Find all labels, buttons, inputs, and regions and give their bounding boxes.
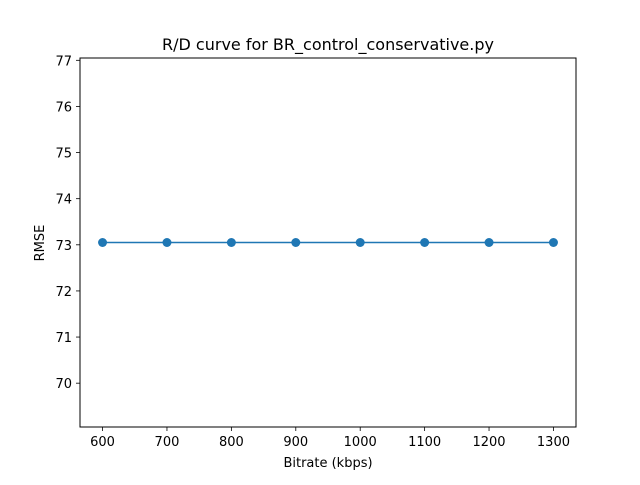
x-tick-label-7: 1300 [537, 435, 570, 450]
data-point-0-6 [484, 238, 494, 247]
x-axis-label: Bitrate (kbps) [283, 456, 372, 471]
x-tick-label-6: 1200 [472, 435, 505, 450]
x-tick-label-2: 800 [219, 435, 244, 450]
data-point-0-1 [162, 238, 172, 247]
y-tick-label-5: 75 [55, 147, 72, 162]
y-tick-label-2: 72 [55, 285, 72, 300]
axes-frame [79, 57, 577, 428]
data-point-0-5 [420, 238, 430, 247]
y-tick-label-7: 77 [55, 54, 72, 69]
data-point-0-3 [291, 238, 301, 247]
y-tick-label-1: 71 [55, 331, 72, 346]
y-tick-label-0: 70 [55, 377, 72, 392]
y-tick-label-3: 73 [55, 239, 72, 254]
data-point-0-4 [355, 238, 365, 247]
data-point-0-7 [548, 238, 558, 247]
x-tick-label-4: 1000 [344, 435, 377, 450]
data-point-0-2 [226, 238, 236, 247]
x-tick-label-1: 700 [155, 435, 180, 450]
plot-area: 600 700 800 900 1000 1100 1200 1300 70 71 72 73 74 75… [55, 54, 577, 450]
chart-title: R/D curve for BR_control_conservative.py [162, 35, 494, 55]
x-tick-label-3: 900 [283, 435, 308, 450]
y-axis-label: RMSE [33, 225, 48, 262]
y-tick-label-4: 74 [55, 193, 72, 208]
y-tick-label-6: 76 [55, 100, 72, 115]
data-point-0-0 [98, 238, 108, 247]
x-tick-label-0: 600 [90, 435, 115, 450]
x-tick-label-5: 1100 [408, 435, 441, 450]
